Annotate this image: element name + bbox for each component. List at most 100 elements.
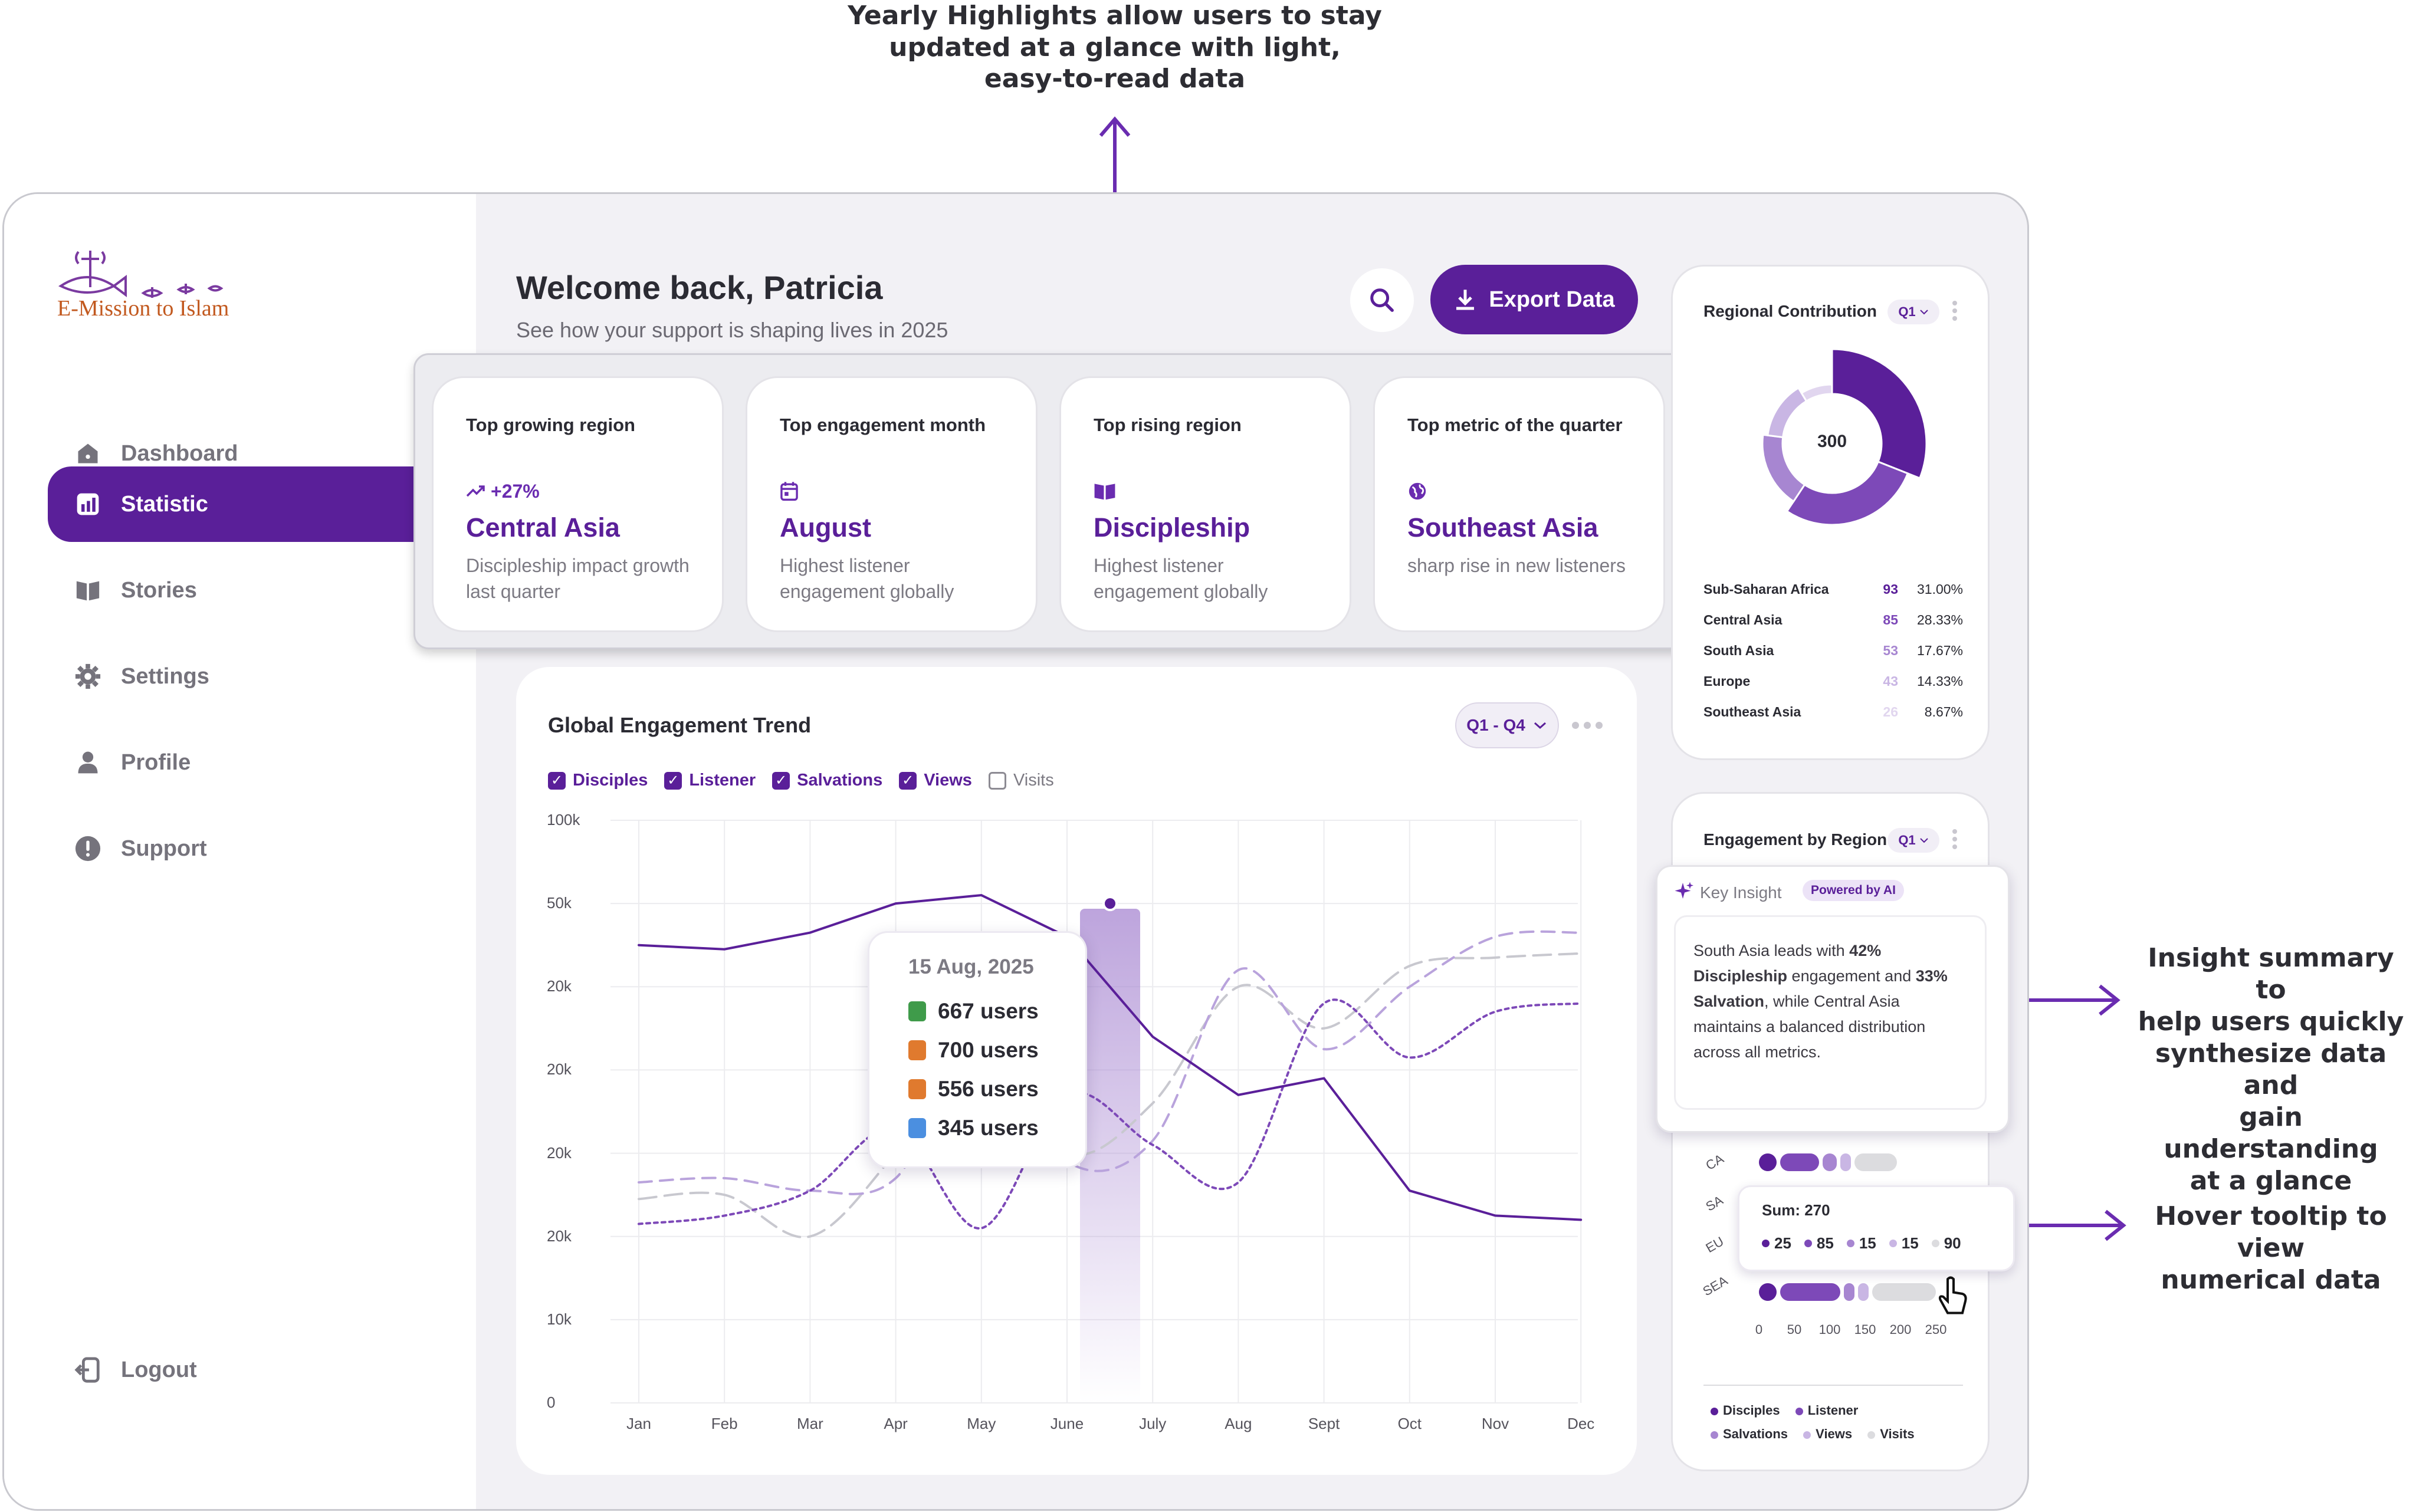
donut-slice[interactable] (1761, 433, 1806, 503)
regional-contribution-card: Regional Contribution Q1 300 Sub-Saharan… (1671, 265, 1990, 760)
chart-title: Global Engagement Trend (548, 713, 812, 737)
trend-up-icon (466, 485, 485, 497)
x-tick-label: Feb (711, 1415, 738, 1432)
annotation-line: Hover tooltip to view (2155, 1201, 2387, 1263)
logout-button[interactable]: Logout (48, 1332, 413, 1408)
series-line-listener (638, 998, 1583, 1230)
legend-label: Visits (1013, 771, 1054, 790)
annotation-line: Insight summary to (2148, 943, 2394, 1005)
legend-label: Salvations (797, 771, 883, 790)
book-icon (71, 574, 104, 607)
sidebar-item-label: Support (121, 836, 207, 861)
sparkle-icon (1675, 882, 1693, 899)
logo-text: E-Mission to Islam (57, 296, 229, 321)
x-tick-label: Apr (884, 1415, 908, 1432)
period-dropdown[interactable]: Q1 (1888, 300, 1939, 324)
legend-toggle-views[interactable]: ✓ Views (899, 771, 972, 790)
legend-dot (1762, 1240, 1770, 1247)
bar-segment-visits[interactable] (1872, 1283, 1936, 1301)
annotation-line: Yearly Highlights allow users to stay (848, 1, 1382, 31)
chart-icon (71, 488, 104, 521)
sidebar-item-support[interactable]: Support (48, 811, 413, 886)
logo-fish-mark (58, 251, 224, 298)
checkbox-icon: ✓ (548, 771, 566, 790)
y-tick-label: 10k (547, 1310, 572, 1328)
range-dropdown-value: Q1 - Q4 (1466, 716, 1525, 734)
donut-slice[interactable] (1785, 460, 1909, 526)
region-count: 53 (1883, 643, 1898, 658)
legend-toggle-visits[interactable]: Visits (988, 771, 1054, 790)
insight-summary-box: South Asia leads with 42% Discipleship e… (1674, 915, 1987, 1110)
chevron-down-icon (1919, 838, 1928, 843)
tooltip-values: 25 85 15 15 90 (1762, 1234, 1961, 1253)
sidebar-item-settings[interactable]: Settings (48, 639, 413, 714)
annotation-line: help users quickly (2138, 1007, 2404, 1037)
range-dropdown[interactable]: Q1 - Q4 (1455, 702, 1559, 748)
highlight-card-growing-region[interactable]: Top growing region +27% Central Asia Dis… (432, 376, 724, 632)
highlight-title: Top growing region (466, 415, 635, 435)
x-tick-label: Sept (1308, 1415, 1340, 1432)
more-options-icon[interactable] (1572, 718, 1607, 733)
checkbox-icon: ✓ (772, 771, 790, 790)
home-icon (71, 437, 104, 470)
legend-toggle-disciples[interactable]: ✓ Disciples (548, 771, 648, 790)
legend-dot (1804, 1240, 1812, 1247)
export-data-button[interactable]: Export Data (1430, 265, 1638, 334)
highlight-value: Southeast Asia (1407, 512, 1598, 543)
bar-segment-disciples[interactable] (1759, 1283, 1777, 1301)
x-tick-label: Dec (1567, 1415, 1595, 1432)
x-tick-label: 250 (1925, 1322, 1947, 1337)
chart-legend: ✓ Disciples ✓ Listener ✓ Salvations ✓ Views … (548, 771, 1071, 790)
bar-segment-visits[interactable] (1854, 1153, 1897, 1171)
region-count: 93 (1883, 581, 1898, 597)
calendar-icon (780, 481, 799, 502)
sidebar-item-dashboard[interactable]: Dashboard (48, 416, 413, 491)
sidebar-item-label: Dashboard (121, 441, 238, 466)
more-options-icon[interactable] (1952, 301, 1959, 324)
highlight-card-top-metric[interactable]: Top metric of the quarter Southeast Asia… (1373, 376, 1665, 632)
bar-segment-salvations[interactable] (1823, 1153, 1837, 1171)
highlight-card-rising-region[interactable]: Top rising region Discipleship Highest l… (1059, 376, 1351, 632)
yearly-highlights: Top growing region +27% Central Asia Dis… (413, 353, 1690, 649)
bar-segment-disciples[interactable] (1759, 1153, 1777, 1171)
tooltip-value: 90 (1931, 1234, 1961, 1253)
bar-segment-listener[interactable] (1780, 1153, 1819, 1171)
search-button[interactable] (1350, 268, 1414, 332)
tooltip-value: 700 users (938, 1038, 1039, 1062)
x-tick-label: 50 (1787, 1322, 1802, 1337)
bar-segment-listener[interactable] (1780, 1283, 1840, 1301)
region-name: South Asia (1703, 643, 1774, 658)
sidebar: E-Mission to Islam Dashboard Statistic S… (4, 194, 476, 1509)
sidebar-item-stories[interactable]: Stories (48, 553, 413, 628)
logo[interactable]: E-Mission to Islam (55, 245, 267, 321)
bar-segment-salvations[interactable] (1844, 1283, 1854, 1301)
metric-icon (908, 1040, 926, 1060)
bar-segment-views[interactable] (1858, 1283, 1869, 1301)
period-dropdown[interactable]: Q1 (1888, 828, 1939, 853)
active-data-point[interactable] (1102, 896, 1118, 912)
legend-toggle-listener[interactable]: ✓ Listener (664, 771, 756, 790)
tooltip-value: 556 users (938, 1077, 1039, 1101)
annotation-line: gain understanding (2164, 1102, 2378, 1164)
x-tick-label: June (1050, 1415, 1084, 1432)
donut-slice[interactable] (1800, 383, 1833, 403)
x-tick-label: 100 (1818, 1322, 1841, 1337)
donut-slice[interactable] (1831, 348, 1928, 479)
key-insight-panel: Key Insight Powered by AI South Asia lea… (1656, 865, 2010, 1133)
region-name: Southeast Asia (1703, 704, 1801, 719)
legend-item-visits: Visits (1867, 1426, 1915, 1441)
more-options-icon[interactable] (1952, 829, 1959, 853)
highlight-card-engagement-month[interactable]: Top engagement month August Highest list… (746, 376, 1038, 632)
region-count: 85 (1883, 612, 1898, 627)
sidebar-item-statistic[interactable]: Statistic (48, 466, 418, 542)
highlight-column (1080, 909, 1140, 1403)
legend-toggle-salvations[interactable]: ✓ Salvations (772, 771, 882, 790)
y-tick-label: 50k (547, 894, 572, 912)
metric-icon (908, 1001, 926, 1021)
donut-slice[interactable] (1767, 386, 1808, 439)
tooltip-value: 345 users (938, 1116, 1039, 1140)
tooltip-value: 85 (1804, 1234, 1834, 1253)
sidebar-item-profile[interactable]: Profile (48, 725, 413, 800)
x-tick-label: Mar (797, 1415, 823, 1432)
bar-segment-views[interactable] (1840, 1153, 1851, 1171)
